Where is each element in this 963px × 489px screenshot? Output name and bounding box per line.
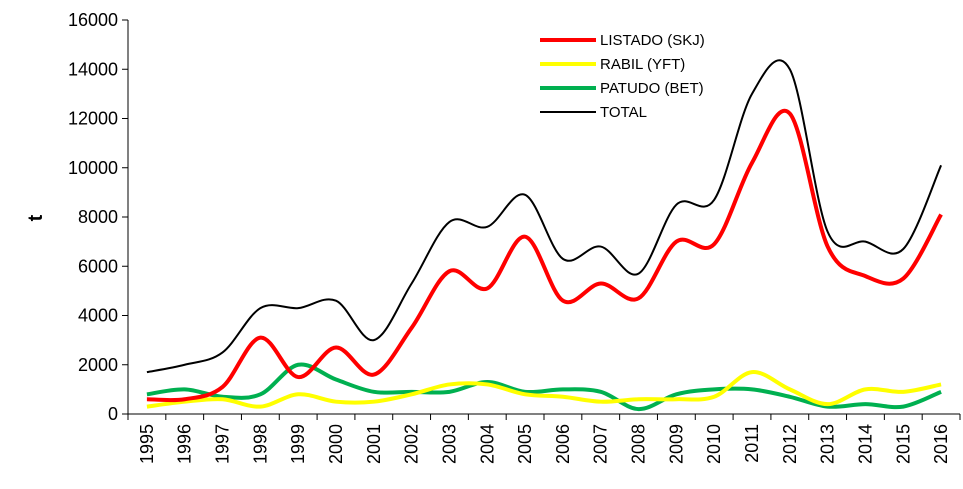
x-tick-label: 2015	[893, 424, 913, 464]
x-tick-label: 2016	[931, 424, 951, 464]
y-tick-label: 6000	[78, 256, 118, 276]
x-tick-label: 2006	[553, 424, 573, 464]
x-tick-label: 1997	[213, 424, 233, 464]
legend-label: LISTADO (SKJ)	[600, 32, 705, 49]
x-tick-label: 2000	[326, 424, 346, 464]
y-tick-label: 4000	[78, 306, 118, 326]
x-tick-label: 2001	[364, 424, 384, 464]
legend-label: TOTAL	[600, 104, 647, 121]
x-tick-label: 1996	[175, 424, 195, 464]
x-tick-label: 2002	[402, 424, 422, 464]
x-tick-label: 2003	[439, 424, 459, 464]
x-tick-label: 1995	[137, 424, 157, 464]
series-line	[146, 362, 942, 412]
x-tick-label: 1998	[250, 424, 270, 464]
y-tick-label: 14000	[68, 59, 118, 79]
legend-label: PATUDO (BET)	[600, 80, 704, 97]
y-tick-label: 8000	[78, 207, 118, 227]
x-tick-label: 2004	[477, 424, 497, 464]
y-axis-label: t	[25, 214, 47, 221]
y-tick-label: 16000	[68, 10, 118, 30]
x-tick-label: 2007	[591, 424, 611, 464]
series-line	[146, 370, 942, 409]
y-tick-label: 2000	[78, 355, 118, 375]
series-line	[146, 108, 943, 403]
x-tick-label: 2005	[515, 424, 535, 464]
x-tick-label: 2009	[666, 424, 686, 464]
x-tick-label: 2010	[704, 424, 724, 464]
x-tick-label: 2008	[629, 424, 649, 464]
y-tick-label: 12000	[68, 109, 118, 129]
y-tick-label: 0	[108, 404, 118, 424]
series-line	[146, 59, 943, 374]
legend-label: RABIL (YFT)	[600, 56, 685, 73]
x-tick-label: 2012	[780, 424, 800, 464]
x-tick-label: 2014	[855, 424, 875, 464]
y-tick-label: 10000	[68, 158, 118, 178]
x-tick-label: 2013	[818, 424, 838, 464]
x-tick-label: 2011	[742, 424, 762, 463]
x-tick-label: 1999	[288, 424, 308, 464]
